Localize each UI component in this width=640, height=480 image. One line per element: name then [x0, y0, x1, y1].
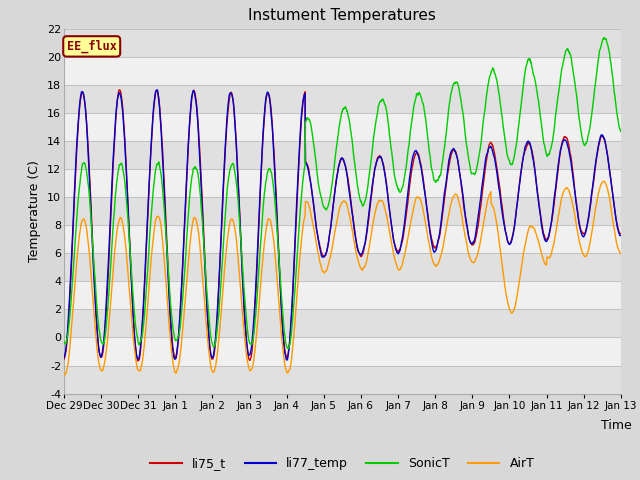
Bar	[64, 281, 621, 310]
AirT	[551, 234, 559, 240]
AirT	[60, 371, 68, 376]
Y-axis label: Temperature (C): Temperature (C)	[28, 160, 42, 262]
li77_temp	[171, 356, 179, 362]
li77_temp	[184, 143, 192, 148]
Bar	[64, 113, 621, 141]
SonicT	[60, 339, 68, 345]
li75_t	[552, 190, 559, 195]
SonicT	[617, 128, 625, 134]
AirT	[184, 261, 192, 266]
Text: EE_flux: EE_flux	[67, 40, 116, 53]
SonicT	[502, 143, 509, 149]
Bar	[64, 197, 621, 225]
SonicT	[429, 173, 437, 179]
Bar	[64, 366, 621, 394]
AirT	[502, 289, 509, 295]
Bar	[64, 169, 621, 197]
Bar	[64, 141, 621, 169]
AirT	[617, 251, 625, 257]
li77_temp	[60, 355, 68, 361]
li77_temp	[154, 87, 161, 93]
li77_temp	[429, 248, 437, 254]
SonicT	[170, 333, 178, 338]
AirT	[246, 368, 254, 373]
SonicT	[246, 340, 254, 346]
Bar	[64, 225, 621, 253]
X-axis label: Time: Time	[601, 419, 632, 432]
Bar	[64, 253, 621, 281]
Bar	[64, 310, 621, 337]
AirT	[61, 372, 68, 378]
Bar	[64, 85, 621, 113]
li75_t	[60, 356, 68, 362]
li77_temp	[502, 231, 510, 237]
li75_t	[429, 243, 437, 249]
SonicT	[551, 118, 559, 123]
li77_temp	[617, 233, 625, 239]
Bar	[64, 29, 621, 57]
SonicT	[600, 35, 607, 40]
AirT	[600, 178, 608, 184]
li75_t	[115, 87, 123, 93]
Title: Instument Temperatures: Instument Temperatures	[248, 9, 436, 24]
SonicT	[184, 219, 191, 225]
li75_t	[134, 358, 141, 364]
Line: li77_temp: li77_temp	[64, 90, 621, 360]
li77_temp	[246, 349, 254, 355]
Bar	[64, 337, 621, 366]
li75_t	[502, 233, 510, 239]
li75_t	[185, 138, 193, 144]
li75_t	[172, 355, 179, 360]
li77_temp	[552, 186, 559, 192]
li77_temp	[283, 357, 291, 363]
Bar	[64, 57, 621, 85]
AirT	[171, 369, 179, 374]
SonicT	[285, 345, 292, 351]
Legend: li75_t, li77_temp, SonicT, AirT: li75_t, li77_temp, SonicT, AirT	[145, 452, 540, 475]
li75_t	[617, 230, 625, 236]
Line: SonicT: SonicT	[64, 37, 621, 348]
AirT	[429, 259, 437, 265]
Line: AirT: AirT	[64, 181, 621, 375]
li75_t	[247, 355, 255, 360]
Line: li75_t: li75_t	[64, 90, 621, 361]
